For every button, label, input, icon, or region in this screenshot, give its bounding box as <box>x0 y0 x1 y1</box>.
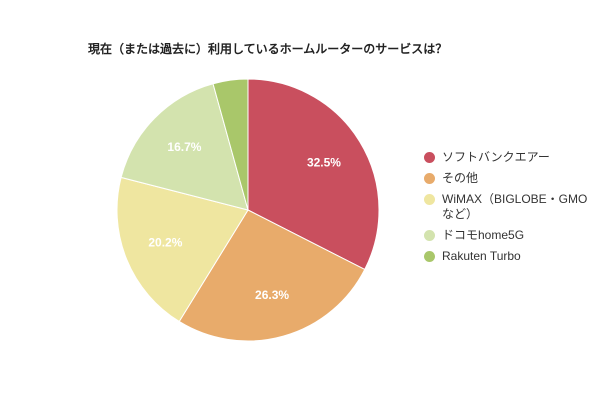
legend-label: WiMAX（BIGLOBE・GMOなど） <box>442 192 588 221</box>
legend-label: Rakuten Turbo <box>442 249 521 263</box>
data-label: 26.3% <box>255 288 289 302</box>
legend: ソフトバンクエアー その他 WiMAX（BIGLOBE・GMOなど） ドコモhome5… <box>424 150 594 270</box>
pie-slice <box>178 209 366 342</box>
legend-item: WiMAX（BIGLOBE・GMOなど） <box>424 192 594 222</box>
legend-swatch <box>424 152 435 163</box>
legend-swatch <box>424 230 435 241</box>
legend-swatch <box>424 194 435 205</box>
legend-item: ソフトバンクエアー <box>424 150 594 165</box>
pie-slice <box>212 78 249 211</box>
legend-label: ドコモhome5G <box>442 228 525 242</box>
pie-slice <box>120 83 249 211</box>
legend-item: その他 <box>424 171 594 186</box>
chart-title: 現在（または過去に）利用しているホームルーターのサービスは？ <box>88 41 447 56</box>
legend-label: ソフトバンクエアー <box>442 150 550 164</box>
legend-item: ドコモhome5G <box>424 228 594 243</box>
legend-swatch <box>424 173 435 184</box>
data-label: 32.5% <box>307 156 341 170</box>
legend-item: Rakuten Turbo <box>424 249 594 264</box>
pie-slice <box>116 176 249 323</box>
legend-label: その他 <box>442 171 479 185</box>
data-label: 20.2% <box>148 235 182 249</box>
data-label: 16.7% <box>167 140 201 154</box>
pie-slice <box>247 78 380 271</box>
legend-swatch <box>424 251 435 262</box>
